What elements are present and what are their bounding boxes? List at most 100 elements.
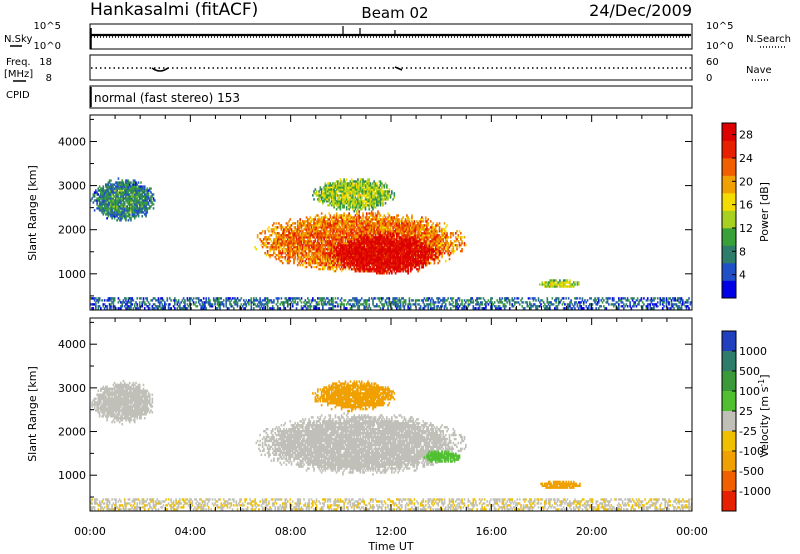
- data-cell-power-2: [345, 248, 348, 251]
- data-cell-power-0: [113, 191, 116, 194]
- data-cell-power-2: [433, 258, 436, 261]
- data-cell-power-1: [360, 234, 363, 237]
- data-cell-power-3: [334, 192, 337, 195]
- data-cell-power-1: [355, 216, 358, 219]
- data-cell-power-3: [320, 194, 323, 197]
- data-cell-power-1: [342, 220, 344, 223]
- data-cell-power-0: [123, 187, 126, 190]
- data-cell-power-0: [140, 187, 142, 190]
- data-cell-power-1: [296, 256, 299, 259]
- data-cell-power-0: [145, 199, 147, 202]
- data-cell-power-1: [281, 261, 284, 265]
- data-cell-power-1: [294, 234, 297, 237]
- data-cell-power-1: [442, 232, 445, 235]
- data-cell-power-1: [290, 244, 293, 247]
- data-cell-power-0: [154, 199, 156, 202]
- data-cell-power-1: [443, 232, 446, 235]
- data-cell-power-2: [369, 266, 372, 269]
- data-cell-power-1: [424, 224, 427, 227]
- data-cell-power-1: [433, 236, 436, 239]
- data-cell-power-1: [298, 261, 300, 265]
- data-cell-power-2: [389, 252, 392, 255]
- data-cell-power-1: [355, 224, 358, 227]
- data-cell-power-1: [402, 232, 404, 235]
- data-cell-power-1: [358, 228, 361, 231]
- data-cell-power-0: [101, 203, 103, 206]
- data-cell-power-1: [434, 226, 437, 229]
- data-cell-power-1: [339, 238, 342, 241]
- data-cell-power-2: [352, 252, 354, 255]
- data-cell-power-1: [424, 220, 427, 223]
- data-cell-power-2: [388, 248, 391, 251]
- data-cell-power-1: [308, 254, 310, 257]
- data-cell-power-3: [329, 186, 332, 189]
- data-cell-power-1: [298, 242, 300, 245]
- data-cell-power-2: [363, 236, 366, 239]
- data-cell-power-2: [397, 242, 399, 245]
- data-cell-power-1: [344, 216, 347, 219]
- data-cell-power-1: [444, 236, 447, 239]
- data-cell-power-2: [358, 264, 361, 267]
- data-cell-power-1: [286, 236, 289, 239]
- data-cell-power-2: [365, 250, 368, 253]
- data-cell-power-1: [338, 226, 340, 229]
- data-cell-power-1: [298, 248, 300, 251]
- data-cell-power-2: [369, 252, 372, 255]
- data-cell-power-1: [362, 232, 364, 235]
- data-cell-power-1: [438, 236, 441, 239]
- data-cell-power-2: [367, 256, 369, 259]
- data-cell-power-0: [111, 205, 113, 208]
- data-cell-power-3: [322, 194, 324, 197]
- data-cell-power-1: [298, 226, 300, 229]
- data-cell-power-1: [307, 230, 309, 233]
- data-cell-power-1: [431, 246, 433, 249]
- data-cell-power-1: [436, 236, 438, 239]
- data-cell-power-1: [305, 252, 308, 255]
- data-cell-power-1: [270, 230, 273, 233]
- data-cell-power-1: [330, 259, 333, 263]
- data-cell-power-1: [320, 263, 323, 267]
- data-cell-power-1: [397, 228, 399, 231]
- data-cell-power-1: [299, 244, 302, 247]
- data-cell-power-3: [323, 194, 325, 197]
- data-cell-power-2: [348, 248, 351, 251]
- data-cell-power-2: [381, 242, 383, 245]
- data-cell-power-0: [150, 191, 152, 194]
- data-cell-power-1: [416, 236, 418, 239]
- data-cell-power-1: [388, 232, 391, 235]
- data-cell-power-1: [315, 226, 318, 229]
- data-cell-power-1: [310, 228, 313, 231]
- data-cell-power-2: [354, 256, 357, 259]
- data-cell-power-1: [419, 220, 422, 223]
- data-cell-power-2: [355, 246, 358, 249]
- data-cell-power-2: [388, 244, 391, 247]
- data-cell-power-2: [368, 248, 371, 251]
- data-cell-power-2: [359, 268, 362, 271]
- data-cell-power-1: [310, 240, 313, 243]
- data-cell-power-0: [108, 189, 111, 192]
- data-cell-power-2: [396, 270, 398, 273]
- data-cell-power-0: [110, 189, 112, 192]
- data-cell-power-1: [305, 265, 308, 269]
- data-cell-power-2: [408, 244, 411, 247]
- data-cell-power-2: [354, 270, 357, 273]
- data-cell-power-2: [383, 256, 386, 259]
- data-cell-power-1: [291, 222, 294, 225]
- data-cell-power-1: [431, 224, 433, 227]
- data-cell-power-2: [408, 242, 411, 245]
- data-cell-power-2: [354, 248, 357, 251]
- data-cell-power-1: [314, 257, 317, 261]
- data-cell-power-1: [369, 222, 372, 225]
- data-cell-power-0: [116, 181, 118, 184]
- data-cell-power-1: [296, 230, 299, 233]
- data-cell-power-2: [396, 254, 398, 257]
- data-cell-power-2: [384, 268, 387, 271]
- data-cell-power-1: [358, 234, 361, 237]
- data-cell-power-1: [432, 222, 435, 225]
- data-cell-power-1: [358, 214, 361, 217]
- data-cell-power-0: [107, 205, 110, 208]
- data-cell-power-2: [406, 236, 408, 239]
- data-cell-power-1: [343, 230, 345, 233]
- data-cell-power-1: [391, 224, 393, 227]
- data-cell-power-1: [348, 220, 351, 223]
